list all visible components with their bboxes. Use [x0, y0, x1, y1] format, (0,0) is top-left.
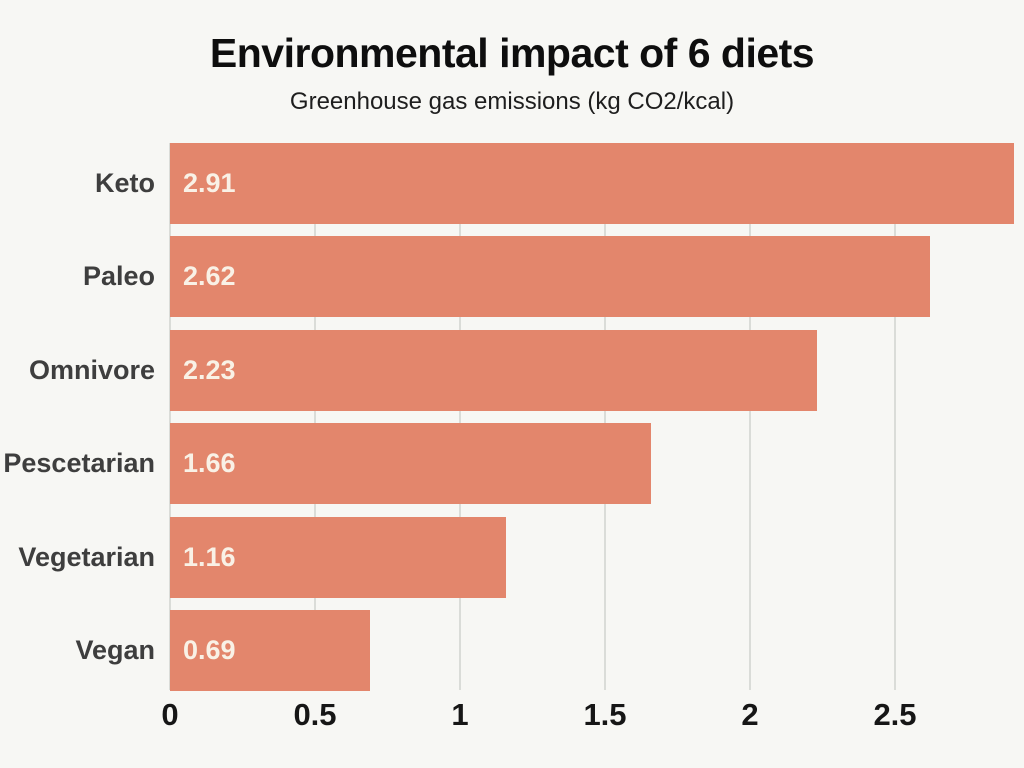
x-tick-label: 2.5	[873, 697, 917, 732]
bar-row-omnivore: Omnivore 2.23	[29, 329, 1024, 411]
x-tick-label: 2	[741, 697, 759, 732]
gridline-x-2	[749, 143, 751, 690]
bar-vegan: 0.69	[170, 610, 371, 691]
category-label: Keto	[95, 168, 155, 198]
x-tick-label: 0	[161, 697, 179, 732]
value-label: 2.91	[183, 168, 236, 198]
bar-row-vegan: Vegan 0.69	[75, 610, 1024, 691]
bar-keto: 2.91	[170, 143, 1014, 224]
bar-vegetarian: 1.16	[170, 516, 507, 598]
gridline-x-2.5	[894, 143, 896, 690]
category-label: Vegan	[75, 635, 155, 665]
x-tick-label: 1.5	[583, 697, 627, 732]
category-label: Paleo	[82, 261, 155, 292]
value-label: 2.23	[183, 354, 236, 385]
bar-row-paleo: Paleo 2.62	[83, 236, 1024, 318]
x-axis: 0 0.5 1 1.5 2 2.5	[161, 697, 1024, 737]
value-label: 2.62	[183, 261, 236, 292]
bar-row-vegetarian: Vegetarian 1.16	[18, 516, 1024, 598]
category-label: Omnivore	[28, 354, 155, 385]
value-label: 0.69	[183, 635, 236, 665]
bar-paleo: 2.62	[170, 236, 930, 318]
gridline-x-0	[169, 143, 171, 690]
bar-pescetarian: 1.66	[170, 423, 652, 505]
gridline-x-1	[459, 143, 461, 690]
gridline-x-1.5	[604, 143, 606, 690]
bar-row-keto: Keto 2.91	[95, 143, 1024, 224]
x-tick-label: 0.5	[293, 697, 337, 732]
bar-row-pescetarian: Pescetarian 1.66	[3, 423, 1024, 505]
value-label: 1.16	[183, 541, 236, 572]
chart-title: Environmental impact of 6 diets	[209, 30, 815, 76]
bar-omnivore: 2.23	[170, 329, 817, 411]
gridline-x-0.5	[314, 143, 316, 690]
category-label: Vegetarian	[18, 541, 155, 572]
x-tick-label: 1	[451, 697, 469, 732]
plot-area: Keto 2.91 Paleo 2.62 Omnivore 2.23 Pescetarian…	[3, 143, 1024, 691]
chart-subtitle: Greenhouse gas emissions (kg CO2/kcal)	[289, 88, 735, 115]
value-label: 1.66	[183, 448, 236, 479]
category-label: Pescetarian	[3, 448, 155, 479]
